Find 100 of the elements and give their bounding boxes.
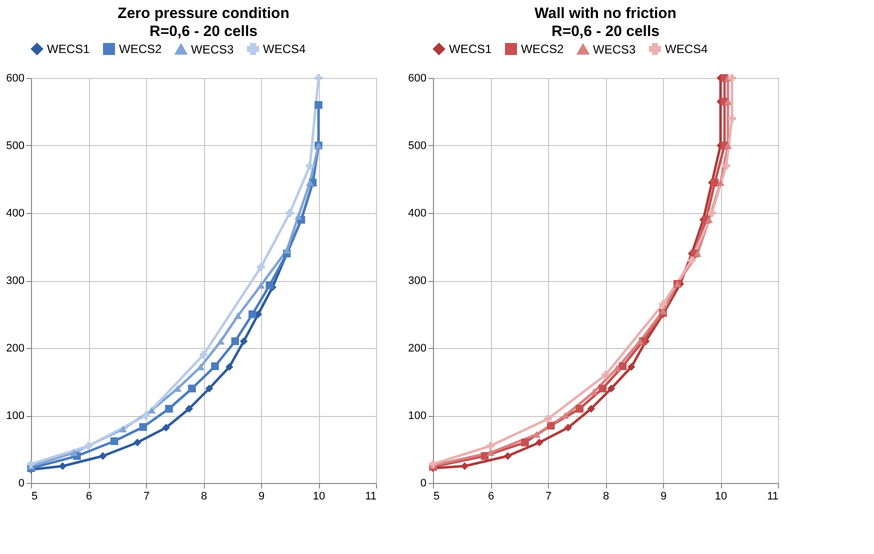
point (607, 384, 616, 392)
point (205, 384, 214, 392)
point (283, 246, 291, 254)
point (547, 422, 555, 430)
point (110, 437, 118, 446)
x-tick-label: 6 (86, 490, 92, 502)
point (226, 363, 234, 371)
point (248, 310, 256, 318)
y-tick-label: 100 (6, 410, 24, 422)
chart-subtitle: R=0,6 - 20 cells (150, 23, 258, 40)
x-tick-label: 8 (200, 490, 208, 502)
point (211, 362, 219, 370)
point (142, 412, 150, 420)
point (602, 371, 610, 379)
point (240, 337, 248, 346)
legend-label: WECS1 (449, 42, 492, 56)
point (200, 350, 208, 359)
x-tick-label: 11 (365, 490, 376, 502)
x-tick-label: 10 (312, 490, 326, 502)
legend-label: WECS1 (47, 42, 90, 56)
point (724, 142, 732, 149)
point (148, 406, 156, 414)
point (613, 364, 621, 372)
point (544, 415, 552, 423)
point (314, 74, 322, 82)
point (216, 338, 225, 345)
point (286, 209, 294, 217)
y-tick-label: 0 (420, 478, 426, 490)
point (257, 282, 265, 289)
x-tick-label: 5 (434, 490, 440, 502)
legend-label: WECS3 (593, 42, 636, 56)
point (27, 460, 35, 468)
point (722, 162, 730, 170)
y-tick-label: 600 (6, 72, 24, 84)
point (306, 179, 314, 186)
y-tick-label: 500 (408, 140, 426, 152)
x-tick-label: 11 (767, 490, 778, 502)
point (688, 256, 696, 264)
chart-title: Wall with no friction (534, 5, 676, 22)
y-tick-label: 200 (6, 342, 24, 354)
y-tick-label: 0 (18, 478, 24, 490)
point (119, 426, 127, 432)
legend-label: WECS2 (521, 42, 564, 56)
y-tick-label: 300 (408, 275, 426, 287)
y-tick-label: 400 (408, 208, 426, 220)
point (314, 101, 322, 109)
point (84, 442, 92, 450)
point (504, 452, 512, 460)
point (257, 263, 265, 271)
point (134, 438, 142, 446)
point (231, 337, 239, 346)
legend-label: WECS3 (191, 42, 234, 56)
point (564, 424, 572, 432)
legend-label: WECS4 (263, 42, 306, 56)
point (165, 404, 173, 413)
x-tick-label: 5 (32, 490, 38, 502)
point (306, 162, 314, 170)
point (694, 250, 702, 257)
y-tick-label: 400 (6, 208, 24, 220)
point (139, 423, 147, 431)
point (587, 404, 595, 413)
x-tick-label: 10 (714, 490, 728, 502)
y-tick-label: 500 (6, 140, 24, 152)
point (70, 449, 78, 456)
y-tick-label: 600 (408, 72, 426, 84)
point (486, 449, 494, 456)
point (162, 424, 170, 432)
x-tick-label: 7 (545, 490, 552, 502)
point (728, 74, 736, 82)
point (266, 281, 274, 290)
point (58, 462, 66, 470)
point (99, 452, 107, 460)
point (636, 338, 644, 345)
chart-subtitle: R=0,6 - 20 cells (552, 23, 660, 40)
legend-label: WECS4 (665, 42, 708, 56)
point (659, 308, 667, 314)
point (532, 431, 540, 438)
point (561, 412, 570, 419)
point (716, 179, 724, 186)
point (576, 404, 584, 413)
y-tick-label: 300 (6, 275, 24, 287)
y-tick-label: 100 (408, 410, 426, 422)
x-tick-label: 9 (258, 490, 265, 502)
point (628, 363, 636, 371)
y-tick-label: 200 (408, 342, 426, 354)
point (521, 438, 529, 446)
point (460, 462, 468, 470)
point (705, 216, 713, 224)
point (728, 114, 736, 122)
x-tick-label: 8 (602, 490, 610, 502)
chart-title: Zero pressure condition (118, 5, 290, 22)
legend-label: WECS2 (119, 42, 162, 56)
point (185, 404, 193, 413)
point (486, 442, 494, 450)
x-tick-label: 7 (143, 490, 150, 502)
point (724, 98, 732, 105)
point (536, 438, 544, 446)
point (294, 213, 302, 220)
point (480, 452, 489, 460)
x-tick-label: 6 (488, 490, 494, 502)
